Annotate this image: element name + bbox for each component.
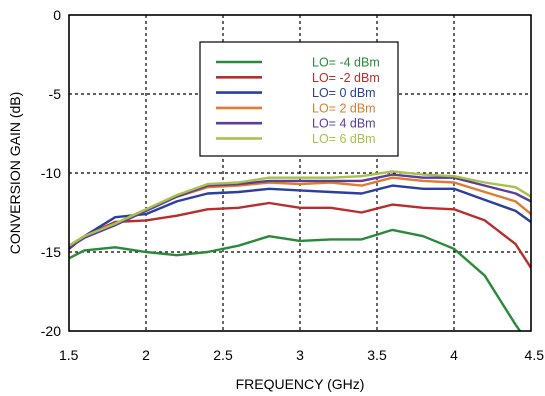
x-tick-labels: 1.5 2 2.5 3 3.5 4 4.5: [59, 347, 544, 363]
y-tick-label: -20: [41, 323, 61, 339]
series-lines: [69, 170, 531, 331]
series-line: [69, 170, 531, 247]
plot-frame: [68, 14, 532, 332]
y-tick-label: 0: [53, 7, 61, 23]
y-tick-label: -10: [41, 165, 61, 181]
x-tick-label: 4: [450, 347, 458, 363]
x-axis-title: FREQUENCY (GHz): [236, 376, 365, 392]
series-line: [69, 228, 522, 331]
series-line: [69, 201, 531, 269]
legend-label: LO= 4 dBm: [312, 117, 376, 131]
x-tick-label: 3: [296, 347, 304, 363]
legend-label: LO= 6 dBm: [312, 132, 376, 146]
x-tick-label: 4.5: [525, 347, 545, 363]
legend-label: LO= 2 dBm: [312, 101, 376, 115]
y-tick-labels: 0 -5 -10 -15 -20: [41, 7, 61, 339]
series-line: [69, 173, 531, 249]
y-axis-title: CONVERSION GAIN (dB): [7, 92, 23, 255]
x-tick-label: 3.5: [367, 347, 387, 363]
legend-label: LO= -4 dBm: [312, 56, 380, 70]
legend-label: LO= -2 dBm: [312, 71, 380, 85]
y-tick-label: -5: [49, 86, 62, 102]
legend-label: LO= 0 dBm: [312, 86, 376, 100]
x-tick-label: 2: [142, 347, 150, 363]
y-tick-label: -15: [41, 244, 61, 260]
x-tick-label: 1.5: [59, 347, 79, 363]
x-tick-label: 2.5: [213, 347, 233, 363]
